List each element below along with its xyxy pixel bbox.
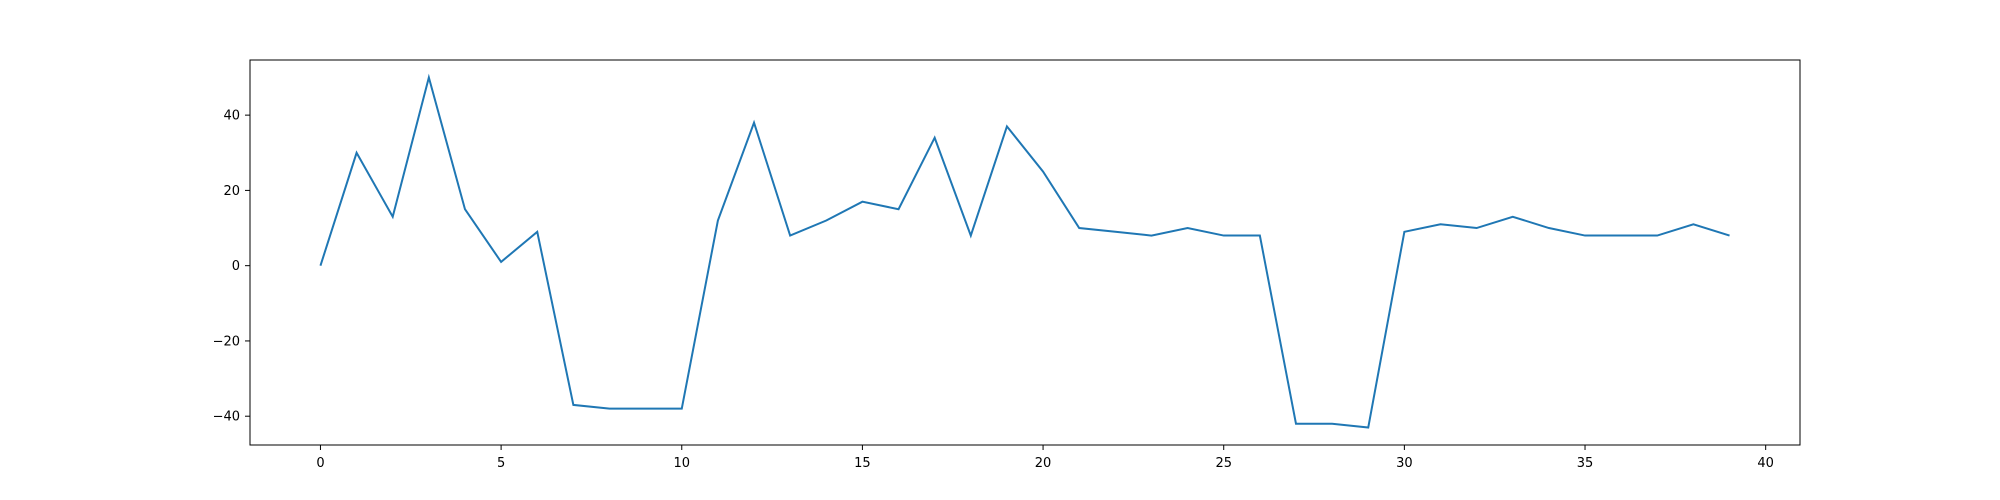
x-tick-label: 10 [673, 456, 690, 471]
x-tick-label: 40 [1757, 456, 1774, 471]
x-tick-label: 25 [1215, 456, 1232, 471]
y-tick-label: 40 [223, 109, 240, 124]
x-tick-label: 0 [316, 456, 324, 471]
axes-frame [249, 59, 1801, 446]
x-tick-label: 30 [1396, 456, 1413, 471]
x-tick-label: 20 [1035, 456, 1052, 471]
x-tick-label: 35 [1577, 456, 1594, 471]
series-layer [319, 73, 1730, 429]
ticks-layer: 0 5 10 15 20 25 30 35 40 −40 −20 0 20 40 [213, 109, 1774, 471]
x-tick-label: 5 [497, 456, 505, 471]
x-tick-label: 15 [854, 456, 871, 471]
y-tick-label: 20 [223, 184, 240, 199]
y-tick-label: −20 [213, 334, 240, 349]
series-line-0 [319, 73, 1730, 429]
y-tick-label: −40 [213, 410, 240, 425]
y-tick-label: 0 [232, 259, 240, 274]
